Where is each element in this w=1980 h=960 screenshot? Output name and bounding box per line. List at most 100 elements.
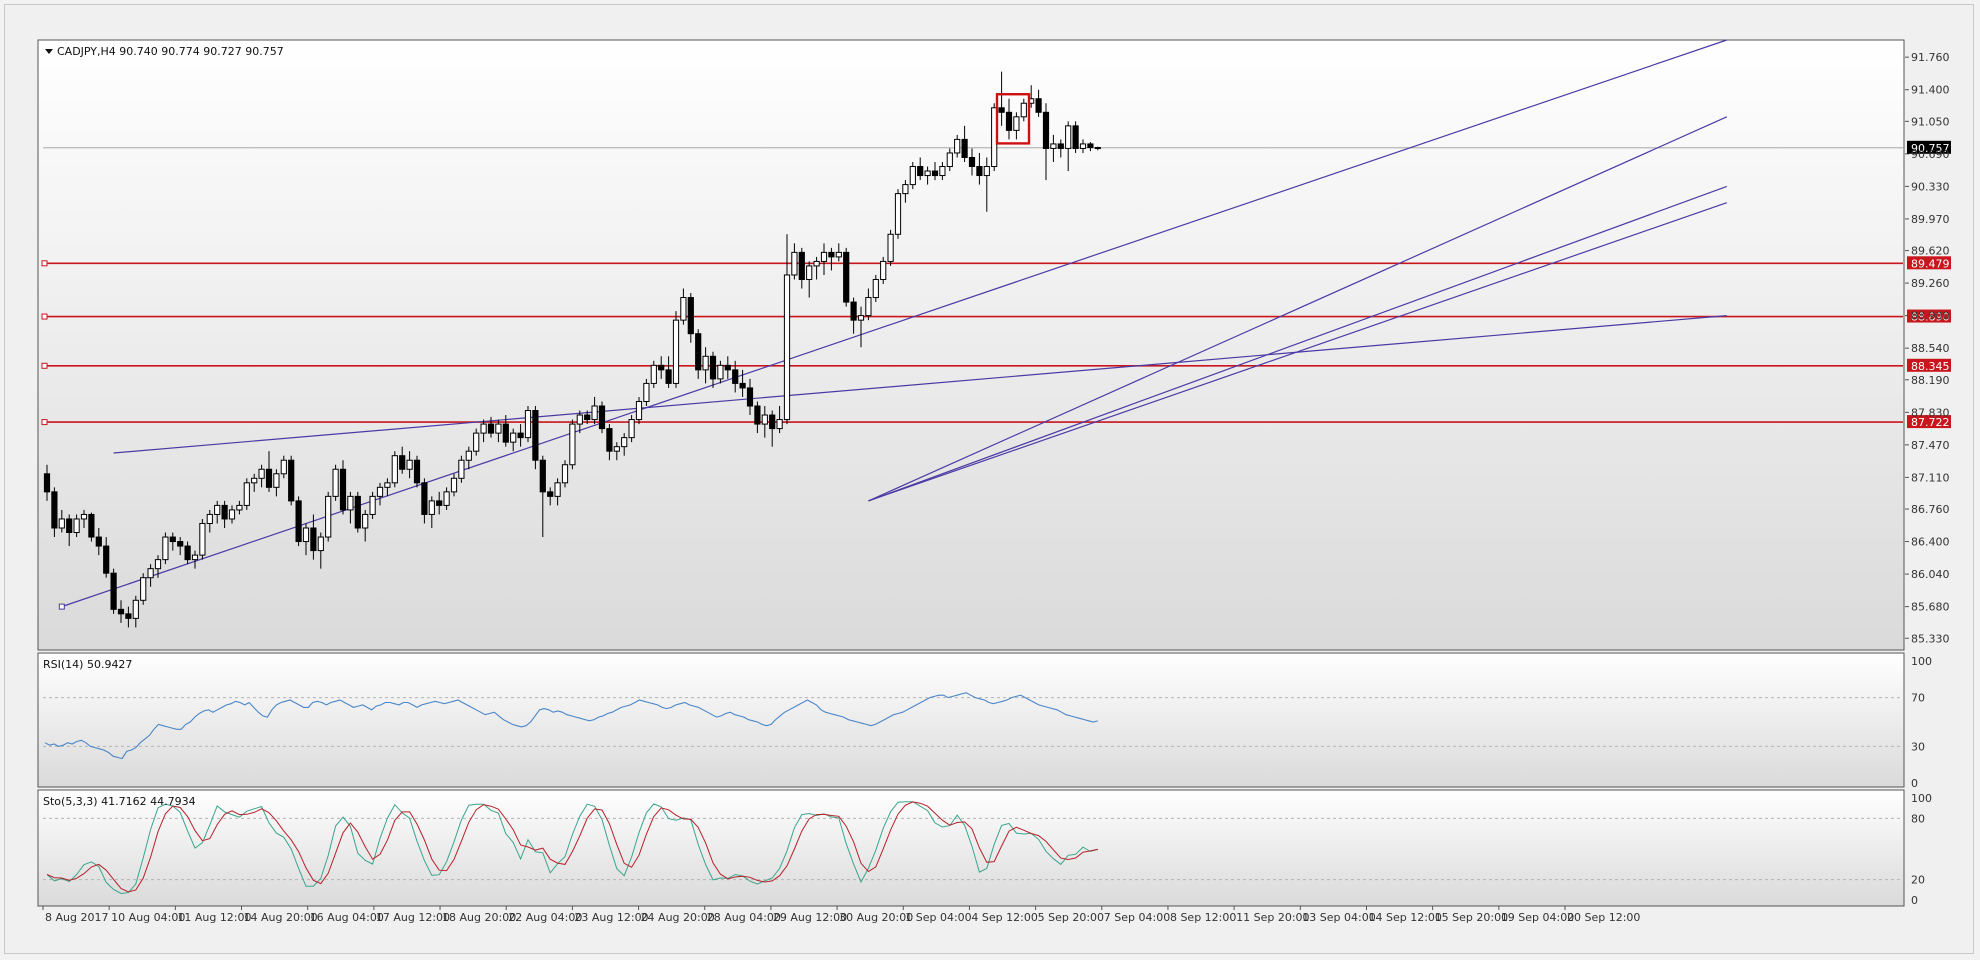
symbol-dropdown-icon[interactable] [45,49,53,54]
price-tick-label: 88.540 [1911,342,1950,355]
level-price-tag [1907,309,1951,323]
level-handle[interactable] [41,362,48,369]
candle-body [843,251,850,303]
time-tick-label: 10 Aug 04:00 [111,911,185,924]
candle-body [406,459,413,470]
candle-body [724,364,731,371]
candle-body [1057,143,1064,149]
candle-body [184,545,191,561]
level-price-label: 87.722 [1911,416,1950,429]
price-tick-label: 89.970 [1911,213,1950,226]
rsi-tick-label: 0 [1911,777,1918,790]
price-tick-label: 87.470 [1911,439,1950,452]
candle-body [236,504,243,511]
candle-body [191,554,199,561]
level-price-label: 88.345 [1911,360,1950,373]
time-tick-label: 13 Sep 04:00 [1302,911,1375,924]
time-tick-label: 7 Sep 04:00 [1104,911,1170,924]
channel-2-middle-line[interactable] [868,116,1728,502]
price-tick-label: 86.760 [1911,503,1950,516]
candle-body [635,400,643,421]
time-tick-label: 18 Aug 20:00 [442,911,516,924]
time-tick-label: 28 Aug 04:00 [707,911,781,924]
rsi-label: RSI(14) 50.9427 [43,658,132,671]
candle-body [887,233,894,262]
candle-body [325,495,332,538]
candle-body [369,495,376,515]
candle-body [1087,143,1094,149]
candle-body [850,301,857,321]
candle-body [665,369,672,384]
level-handle[interactable] [41,313,48,320]
candle-body [828,251,835,258]
candle-body [1020,102,1027,118]
channel-1-lower-line[interactable] [113,315,1727,454]
stochastic-panel [37,789,1905,907]
price-tick-label: 88.900 [1911,310,1950,323]
time-tick-label: 14 Aug 20:00 [244,911,318,924]
time-tick-label: 24 Aug 20:00 [641,911,715,924]
candle-body [806,265,813,280]
time-tick-label: 8 Aug 2017 [45,911,108,924]
candle-body [473,432,480,452]
rsi-line [44,692,1098,760]
price-tick-label: 85.330 [1911,632,1950,645]
candle-body [376,486,384,497]
candle-body [621,437,628,448]
candle-body [317,536,324,552]
stochastic-tick-label: 20 [1911,874,1925,887]
candle-body [302,527,310,543]
channel-1-upper-line[interactable] [61,39,1727,608]
rsi-panel [37,652,1905,788]
candle-body [413,459,421,484]
candle-body [820,251,828,262]
level-handle[interactable] [41,260,48,267]
level-price-label: 88.890 [1911,311,1950,324]
candle-body [66,518,73,534]
candle-body [495,423,502,434]
price-tick-label: 88.190 [1911,374,1950,387]
time-tick-label: 14 Sep 12:00 [1368,911,1441,924]
channel-2-upper-line[interactable] [868,202,1727,502]
candle-body [954,138,961,154]
candle-body [206,513,213,524]
candle-body [487,423,495,434]
candle-body [658,364,665,371]
candle-body [265,468,273,488]
candle-body [857,315,865,321]
level-price-tag [1907,256,1951,270]
candle-body [391,455,398,484]
candle-body [628,419,635,439]
candle-body [458,459,465,479]
highlight-box[interactable] [995,93,1031,145]
candle-body [399,455,406,470]
candle-body [162,536,169,561]
time-tick-label: 1 Sep 04:00 [905,911,971,924]
channel-2-lower-line[interactable] [868,185,1728,502]
candle-body [443,491,450,506]
chart-canvas[interactable]: 89.479 88.890 88.345 87.722 90.757 91.760 91.… [5,5,1975,955]
candle-body [421,482,428,515]
candle-body [924,170,931,177]
time-tick-label: 23 Aug 12:00 [574,911,648,924]
candle-body [680,297,687,321]
candle-body [902,184,909,195]
candle-body [347,495,354,511]
price-tick-label: 91.400 [1911,84,1950,97]
time-tick-label: 22 Aug 04:00 [508,911,582,924]
candle-body [251,477,258,484]
candle-body [362,513,369,529]
level-price-tag [1907,415,1951,429]
level-handle[interactable] [41,419,48,426]
candle-body [872,278,879,299]
candle-body [709,355,717,380]
candle-body [221,504,228,520]
rsi-tick-label: 70 [1911,692,1925,705]
price-tick-label: 90.690 [1911,148,1950,161]
candle-body [332,468,339,497]
candle-body [961,138,968,158]
chart-window: 89.479 88.890 88.345 87.722 90.757 91.760 91.… [4,4,1974,954]
channel-anchor-handle[interactable] [58,603,65,610]
candle-body [917,166,924,177]
candle-body [280,459,287,475]
